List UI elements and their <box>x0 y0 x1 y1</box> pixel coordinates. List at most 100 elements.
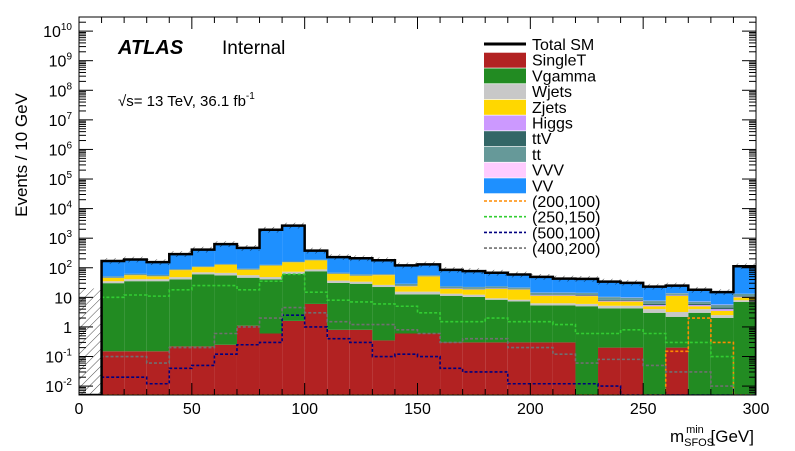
bar-Wjets-6 <box>214 272 237 276</box>
bar-Zjets-28 <box>710 310 734 316</box>
bar-tt-7 <box>236 268 260 270</box>
bar-VV-29 <box>733 266 756 294</box>
series-VV <box>101 225 756 305</box>
bar-Wjets-11 <box>327 280 350 283</box>
experiment-label: ATLAS <box>117 37 184 59</box>
y-tick-label: 10 <box>54 290 72 307</box>
bar-Vgamma-22 <box>575 306 599 395</box>
y-tick-label: 1 <box>63 320 72 337</box>
x-axis: 0 50 100 150 200 250 300 <box>75 17 769 418</box>
bar-tt-14 <box>394 283 418 286</box>
bar-VV-7 <box>236 247 260 269</box>
bar-Wjets-29 <box>733 300 756 302</box>
bar-ttV-26 <box>665 294 689 296</box>
legend-label-VVV: VVV <box>532 163 564 180</box>
bar-tt-8 <box>259 264 283 266</box>
bar-VV-2 <box>124 259 147 274</box>
legend-label-VV: VV <box>532 178 554 195</box>
bar-Wjets-21 <box>552 303 576 306</box>
legend-label-(400,200): (400,200) <box>532 241 601 258</box>
bar-tt-5 <box>191 266 215 267</box>
series-SingleT <box>101 303 689 395</box>
bar-tt-22 <box>575 293 599 296</box>
bar-tt-21 <box>552 292 576 295</box>
bar-Zjets-14 <box>394 286 418 292</box>
y-axis-label: Events / 10 GeV <box>12 92 31 216</box>
y-tick-label: 109 <box>49 52 73 71</box>
legend-swatch-Higgs <box>484 115 526 131</box>
legend-swatch-Zjets <box>484 99 526 115</box>
bar-Vgamma-14 <box>394 294 418 334</box>
bar-Zjets-26 <box>665 295 689 312</box>
series-Zjets <box>101 260 756 316</box>
signal-(500,100) <box>79 314 756 395</box>
bar-tt-9 <box>282 261 305 263</box>
bar-Higgs-22 <box>575 295 599 297</box>
bar-SingleT-7 <box>236 325 260 395</box>
legend-label-(200,100): (200,100) <box>532 194 601 211</box>
bar-Vgamma-6 <box>214 275 237 345</box>
bar-Zjets-10 <box>304 260 328 270</box>
bar-VV-1 <box>101 260 125 277</box>
bar-Zjets-8 <box>259 265 283 278</box>
bar-Vgamma-5 <box>191 274 215 347</box>
bar-tt-18 <box>485 286 508 289</box>
bar-Vgamma-18 <box>485 299 508 343</box>
bar-VV-8 <box>259 229 283 265</box>
y-tick-label: 106 <box>49 140 73 159</box>
bar-Higgs-27 <box>688 305 711 307</box>
bar-Higgs-21 <box>552 295 576 296</box>
series-ttV <box>101 260 756 310</box>
bar-Wjets-3 <box>146 279 170 282</box>
bar-ttV-24 <box>620 299 644 301</box>
bar-tt-17 <box>462 287 486 289</box>
bar-SingleT-3 <box>146 351 170 395</box>
bar-tt-19 <box>507 287 531 289</box>
bar-SingleT-10 <box>304 303 328 395</box>
bar-VV-9 <box>282 225 305 262</box>
bar-Zjets-4 <box>169 270 192 278</box>
bar-Zjets-2 <box>124 275 147 280</box>
bar-ttV-25 <box>643 303 666 306</box>
bar-Vgamma-23 <box>598 308 621 348</box>
bar-tt-24 <box>620 297 644 300</box>
bar-SingleT-19 <box>507 342 531 395</box>
bar-VV-10 <box>304 250 328 260</box>
bar-Wjets-24 <box>620 305 644 309</box>
bar-Zjets-7 <box>236 269 260 276</box>
bar-Zjets-3 <box>146 276 170 280</box>
bar-Higgs-26 <box>665 295 689 296</box>
bar-VV-13 <box>372 260 395 275</box>
bar-Zjets-18 <box>485 288 508 299</box>
bar-Zjets-6 <box>214 264 237 273</box>
bar-Zjets-15 <box>417 276 441 292</box>
bar-Vgamma-2 <box>124 281 147 352</box>
bar-tt-6 <box>214 263 237 265</box>
bar-Wjets-28 <box>710 315 734 318</box>
series-VVV <box>101 259 756 306</box>
bar-Vgamma-8 <box>259 279 283 334</box>
bar-Zjets-1 <box>101 277 125 282</box>
bar-Vgamma-25 <box>643 312 666 395</box>
bar-Vgamma-10 <box>304 271 328 304</box>
bar-Vgamma-21 <box>552 305 576 343</box>
bar-ttV-20 <box>530 294 553 296</box>
bar-tt-20 <box>530 292 553 295</box>
y-tick-label: 102 <box>49 259 73 278</box>
y-tick-label: 104 <box>49 200 73 219</box>
bar-Zjets-11 <box>327 273 350 281</box>
bar-Zjets-29 <box>733 297 756 301</box>
x-tick-label-0: 0 <box>75 401 84 418</box>
signal-(400,200) <box>79 306 756 395</box>
bar-Zjets-27 <box>688 306 711 310</box>
bar-tt-29 <box>733 293 756 297</box>
bar-Wjets-4 <box>169 277 192 280</box>
legend-swatch-ttV <box>484 131 526 147</box>
series-tt <box>101 259 756 308</box>
bar-ttV-22 <box>575 295 599 296</box>
bar-SingleT-11 <box>327 329 350 395</box>
bar-tt-1 <box>101 276 125 278</box>
bar-Wjets-17 <box>462 294 486 297</box>
y-tick-label: 1010 <box>43 22 72 41</box>
bar-Wjets-8 <box>259 277 283 280</box>
